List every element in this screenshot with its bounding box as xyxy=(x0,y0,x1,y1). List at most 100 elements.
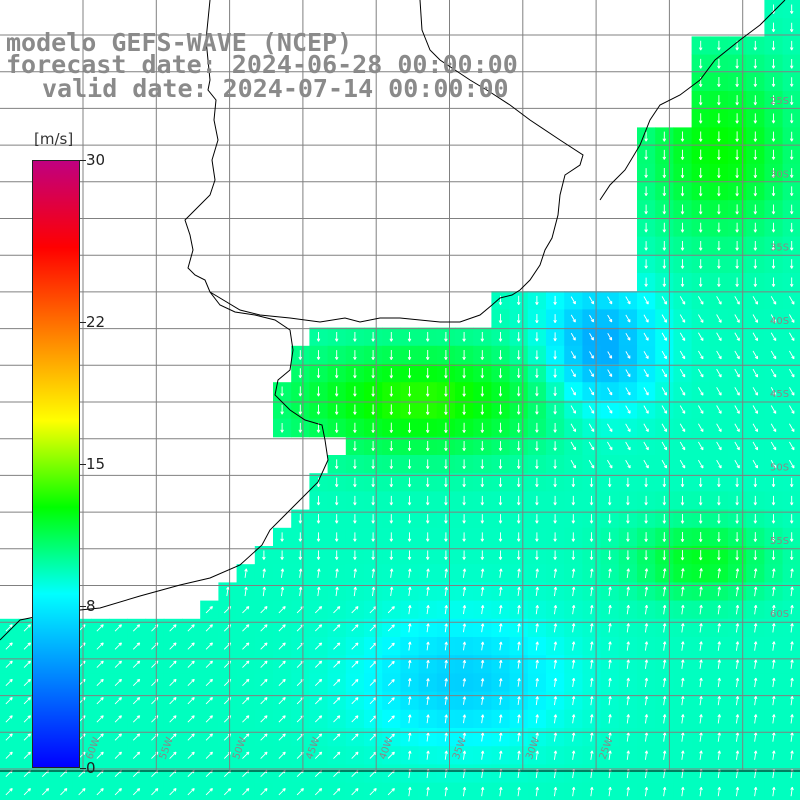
wind-arrow xyxy=(770,296,777,305)
wind-arrow xyxy=(553,459,557,469)
wind-arrow xyxy=(680,550,685,561)
wind-arrow xyxy=(553,514,557,524)
wind-arrow xyxy=(590,641,594,651)
colorbar-unit: [m/s] xyxy=(34,130,74,148)
wind-arrow xyxy=(389,532,394,542)
wind-arrow xyxy=(735,277,739,287)
wind-arrow xyxy=(480,641,485,651)
wind-arrow xyxy=(771,477,776,488)
wind-arrow xyxy=(644,241,648,251)
wind-arrow xyxy=(607,550,612,560)
wind-arrow xyxy=(462,441,466,451)
valid-date: valid date: 2024-07-14 00:00:00 xyxy=(42,74,509,103)
wind-arrow xyxy=(644,514,648,524)
colorbar-tick-label: 22 xyxy=(86,313,106,332)
wind-arrow xyxy=(789,131,794,142)
wind-arrow xyxy=(644,659,649,669)
wind-arrow xyxy=(753,113,758,124)
model-title: modelo GEFS-WAVE (NCEP) xyxy=(6,28,353,57)
wind-arrow xyxy=(480,568,485,578)
wind-arrow xyxy=(662,786,667,797)
latitude-label: 35S xyxy=(770,243,789,254)
wind-arrow xyxy=(753,641,758,651)
wind-arrow xyxy=(662,659,667,669)
wind-arrow xyxy=(353,441,357,451)
wind-arrow xyxy=(553,568,558,578)
wind-arrow xyxy=(644,604,649,615)
wind-arrow xyxy=(735,167,739,179)
wind-arrow xyxy=(772,732,776,742)
wind-arrow xyxy=(535,677,539,687)
wind-arrow xyxy=(444,568,448,578)
wind-arrow xyxy=(5,733,13,741)
wind-arrow xyxy=(425,404,430,415)
wind-arrow xyxy=(571,514,576,524)
wind-arrow xyxy=(643,350,649,359)
wind-arrow xyxy=(571,532,576,542)
wind-arrow xyxy=(314,733,323,741)
wind-arrow xyxy=(462,605,467,615)
wind-arrow xyxy=(462,386,466,397)
wind-arrow xyxy=(588,459,595,469)
wind-arrow xyxy=(498,550,503,560)
wind-arrow xyxy=(626,477,630,488)
wind-arrow xyxy=(644,677,649,688)
wind-arrow xyxy=(790,695,794,706)
wind-arrow xyxy=(535,404,539,415)
wind-arrow xyxy=(626,495,630,506)
wind-arrow xyxy=(679,441,686,451)
wind-arrow xyxy=(590,623,594,633)
wind-arrow xyxy=(480,714,485,724)
wind-arrow xyxy=(553,368,557,378)
wind-arrow xyxy=(371,514,375,524)
wind-speed-cell xyxy=(782,436,800,456)
wind-arrow xyxy=(260,624,268,632)
wind-arrow xyxy=(242,733,250,741)
wind-arrow xyxy=(353,514,357,524)
latitude-label: 25S xyxy=(770,96,789,107)
colorbar-tick-mark xyxy=(80,322,86,324)
wind-arrow xyxy=(735,586,740,597)
wind-arrow xyxy=(698,149,703,160)
wind-arrow xyxy=(590,750,594,760)
wind-arrow xyxy=(553,641,558,651)
wind-arrow xyxy=(499,605,503,615)
wind-arrow xyxy=(680,149,685,160)
wind-arrow xyxy=(516,313,521,324)
wind-arrow xyxy=(351,788,359,796)
wind-arrow xyxy=(426,732,430,742)
wind-arrow xyxy=(262,550,266,560)
wind-arrow xyxy=(425,350,430,360)
wind-arrow xyxy=(753,732,758,742)
wind-arrow xyxy=(499,750,503,760)
wind-arrow xyxy=(699,641,703,651)
wind-arrow xyxy=(462,586,467,597)
wind-arrow xyxy=(772,623,776,633)
wind-arrow xyxy=(314,606,323,614)
wind-arrow xyxy=(771,514,776,524)
wind-arrow xyxy=(444,459,448,470)
wind-arrow xyxy=(462,368,466,379)
wind-arrow xyxy=(351,624,359,632)
wind-arrow xyxy=(662,623,667,633)
wind-arrow xyxy=(753,532,758,542)
wind-arrow xyxy=(333,606,341,614)
wind-arrow xyxy=(498,386,503,397)
wind-arrow xyxy=(753,131,758,142)
wind-arrow xyxy=(169,642,177,650)
wind-arrow xyxy=(735,695,740,706)
wind-arrow xyxy=(789,241,794,251)
wind-arrow xyxy=(480,404,485,415)
wind-arrow xyxy=(223,788,232,796)
wind-arrow xyxy=(553,677,558,687)
wind-arrow xyxy=(662,750,667,760)
wind-arrow xyxy=(753,149,758,160)
wind-arrow xyxy=(462,732,467,742)
wind-arrow xyxy=(387,679,395,686)
wind-arrow xyxy=(643,296,649,305)
wind-arrow xyxy=(60,788,68,796)
wind-arrow xyxy=(643,314,649,323)
wind-arrow xyxy=(680,532,685,542)
wind-arrow xyxy=(535,532,539,542)
